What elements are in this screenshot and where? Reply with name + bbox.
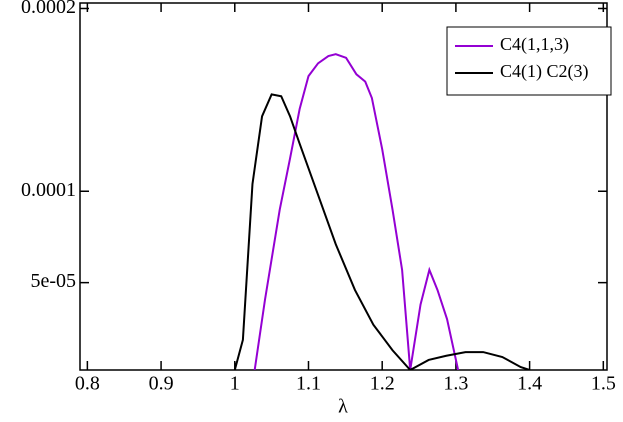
y-tick-label: 0.0001 — [21, 179, 76, 201]
x-tick-label: 1.3 — [443, 373, 468, 395]
x-tick-label: 1.4 — [517, 373, 542, 395]
x-axis-label: λ — [338, 396, 348, 418]
x-tick-label: 1.5 — [591, 373, 616, 395]
y-tick-label: 0.0002 — [21, 0, 76, 18]
legend-label: C4(1) C2(3) — [500, 61, 589, 82]
x-tick-label: 1.1 — [296, 373, 321, 395]
series-line — [253, 53, 460, 370]
legend-label: C4(1,1,3) — [500, 34, 569, 55]
y-tick-label: 5e-05 — [30, 270, 76, 292]
series-line — [233, 93, 530, 370]
legend-box — [446, 26, 612, 96]
legend: C4(1,1,3) C4(1) C2(3) — [446, 26, 612, 96]
x-tick-label: 1.2 — [370, 373, 395, 395]
x-tick-label: 0.9 — [149, 373, 174, 395]
plot-frame — [79, 2, 608, 371]
x-tick-label: 1 — [230, 373, 240, 395]
x-tick-label: 0.8 — [75, 373, 100, 395]
